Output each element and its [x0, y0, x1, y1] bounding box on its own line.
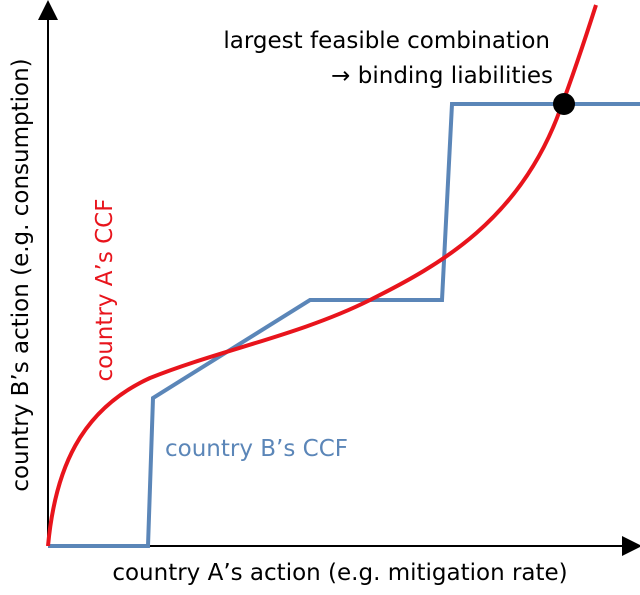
y-axis-label: country B’s action (e.g. consumption)	[8, 58, 34, 491]
annotation-line2: → binding liabilities	[331, 63, 553, 89]
curve-label-b: country B’s CCF	[165, 436, 348, 462]
x-axis-label: country A’s action (e.g. mitigation rate…	[112, 560, 567, 586]
annotation-line1: largest feasible combination	[223, 28, 550, 54]
curve-label-a: country A’s CCF	[92, 199, 118, 382]
intersection-point	[553, 93, 575, 115]
country-b-curve	[48, 102, 640, 548]
